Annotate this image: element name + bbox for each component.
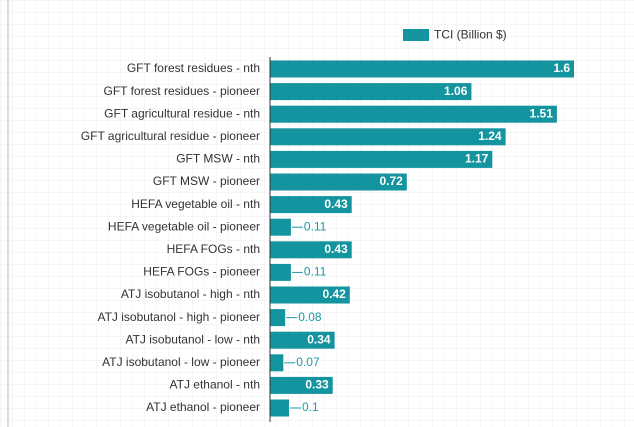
data-label: 0.11: [304, 219, 327, 233]
data-label: 1.17: [465, 152, 489, 166]
data-label: 0.1: [302, 400, 319, 414]
y-tick-label: HEFA vegetable oil - pioneer: [108, 219, 260, 233]
data-label: 1.6: [553, 61, 570, 75]
data-label: 0.11: [304, 265, 327, 279]
bar: [270, 83, 472, 101]
bar: [270, 331, 335, 349]
y-tick-label: ATJ isobutanol - high - pioneer: [97, 310, 260, 324]
y-tick-label: ATJ isobutanol - high - nth: [121, 287, 260, 301]
data-label: 0.72: [379, 174, 403, 188]
bar: [270, 354, 284, 372]
bar: [270, 196, 352, 214]
y-tick-label: HEFA FOGs - nth: [167, 242, 260, 256]
bar: [270, 105, 557, 123]
y-tick-label: ATJ ethanol - pioneer: [146, 400, 260, 414]
data-label: 0.34: [307, 332, 331, 346]
data-label: 1.06: [444, 84, 468, 98]
y-tick-label: GFT forest residues - pioneer: [103, 84, 260, 98]
bar: [270, 128, 506, 146]
bar: [270, 241, 352, 259]
y-tick-label: GFT MSW - nth: [176, 152, 260, 166]
y-tick-label: HEFA FOGs - pioneer: [143, 265, 260, 279]
bar: [270, 218, 291, 236]
bar: [270, 263, 291, 281]
y-tick-label: GFT MSW - pioneer: [153, 174, 260, 188]
y-tick-label: ATJ isobutanol - low - nth: [125, 332, 260, 346]
data-label: 0.07: [296, 355, 320, 369]
y-tick-label: ATJ ethanol - nth: [170, 378, 261, 392]
bar: [270, 376, 333, 394]
legend-label: TCI (Billion $): [434, 28, 507, 42]
bar: [270, 309, 286, 327]
bar: [270, 60, 574, 78]
data-label: 1.24: [478, 129, 502, 143]
data-label: 0.43: [324, 197, 348, 211]
data-label: 0.33: [305, 378, 329, 392]
y-tick-label: ATJ isobutanol - low - pioneer: [102, 355, 260, 369]
bar: [270, 173, 407, 191]
y-tick-label: GFT forest residues - nth: [127, 61, 260, 75]
y-tick-label: HEFA vegetable oil - nth: [131, 197, 260, 211]
data-label: 0.42: [322, 287, 346, 301]
bar: [270, 399, 289, 417]
data-label: 0.43: [324, 242, 348, 256]
legend-swatch: [403, 29, 429, 41]
y-tick-label: GFT agricultural residue - pioneer: [81, 129, 260, 143]
data-label: 0.08: [298, 310, 322, 324]
plot: TCI (Billion $) GFT forest residues - nth…: [81, 28, 574, 422]
bar: [270, 150, 493, 168]
y-tick-label: GFT agricultural residue - nth: [104, 106, 260, 120]
data-label: 1.51: [530, 106, 554, 120]
bar: [270, 286, 350, 304]
